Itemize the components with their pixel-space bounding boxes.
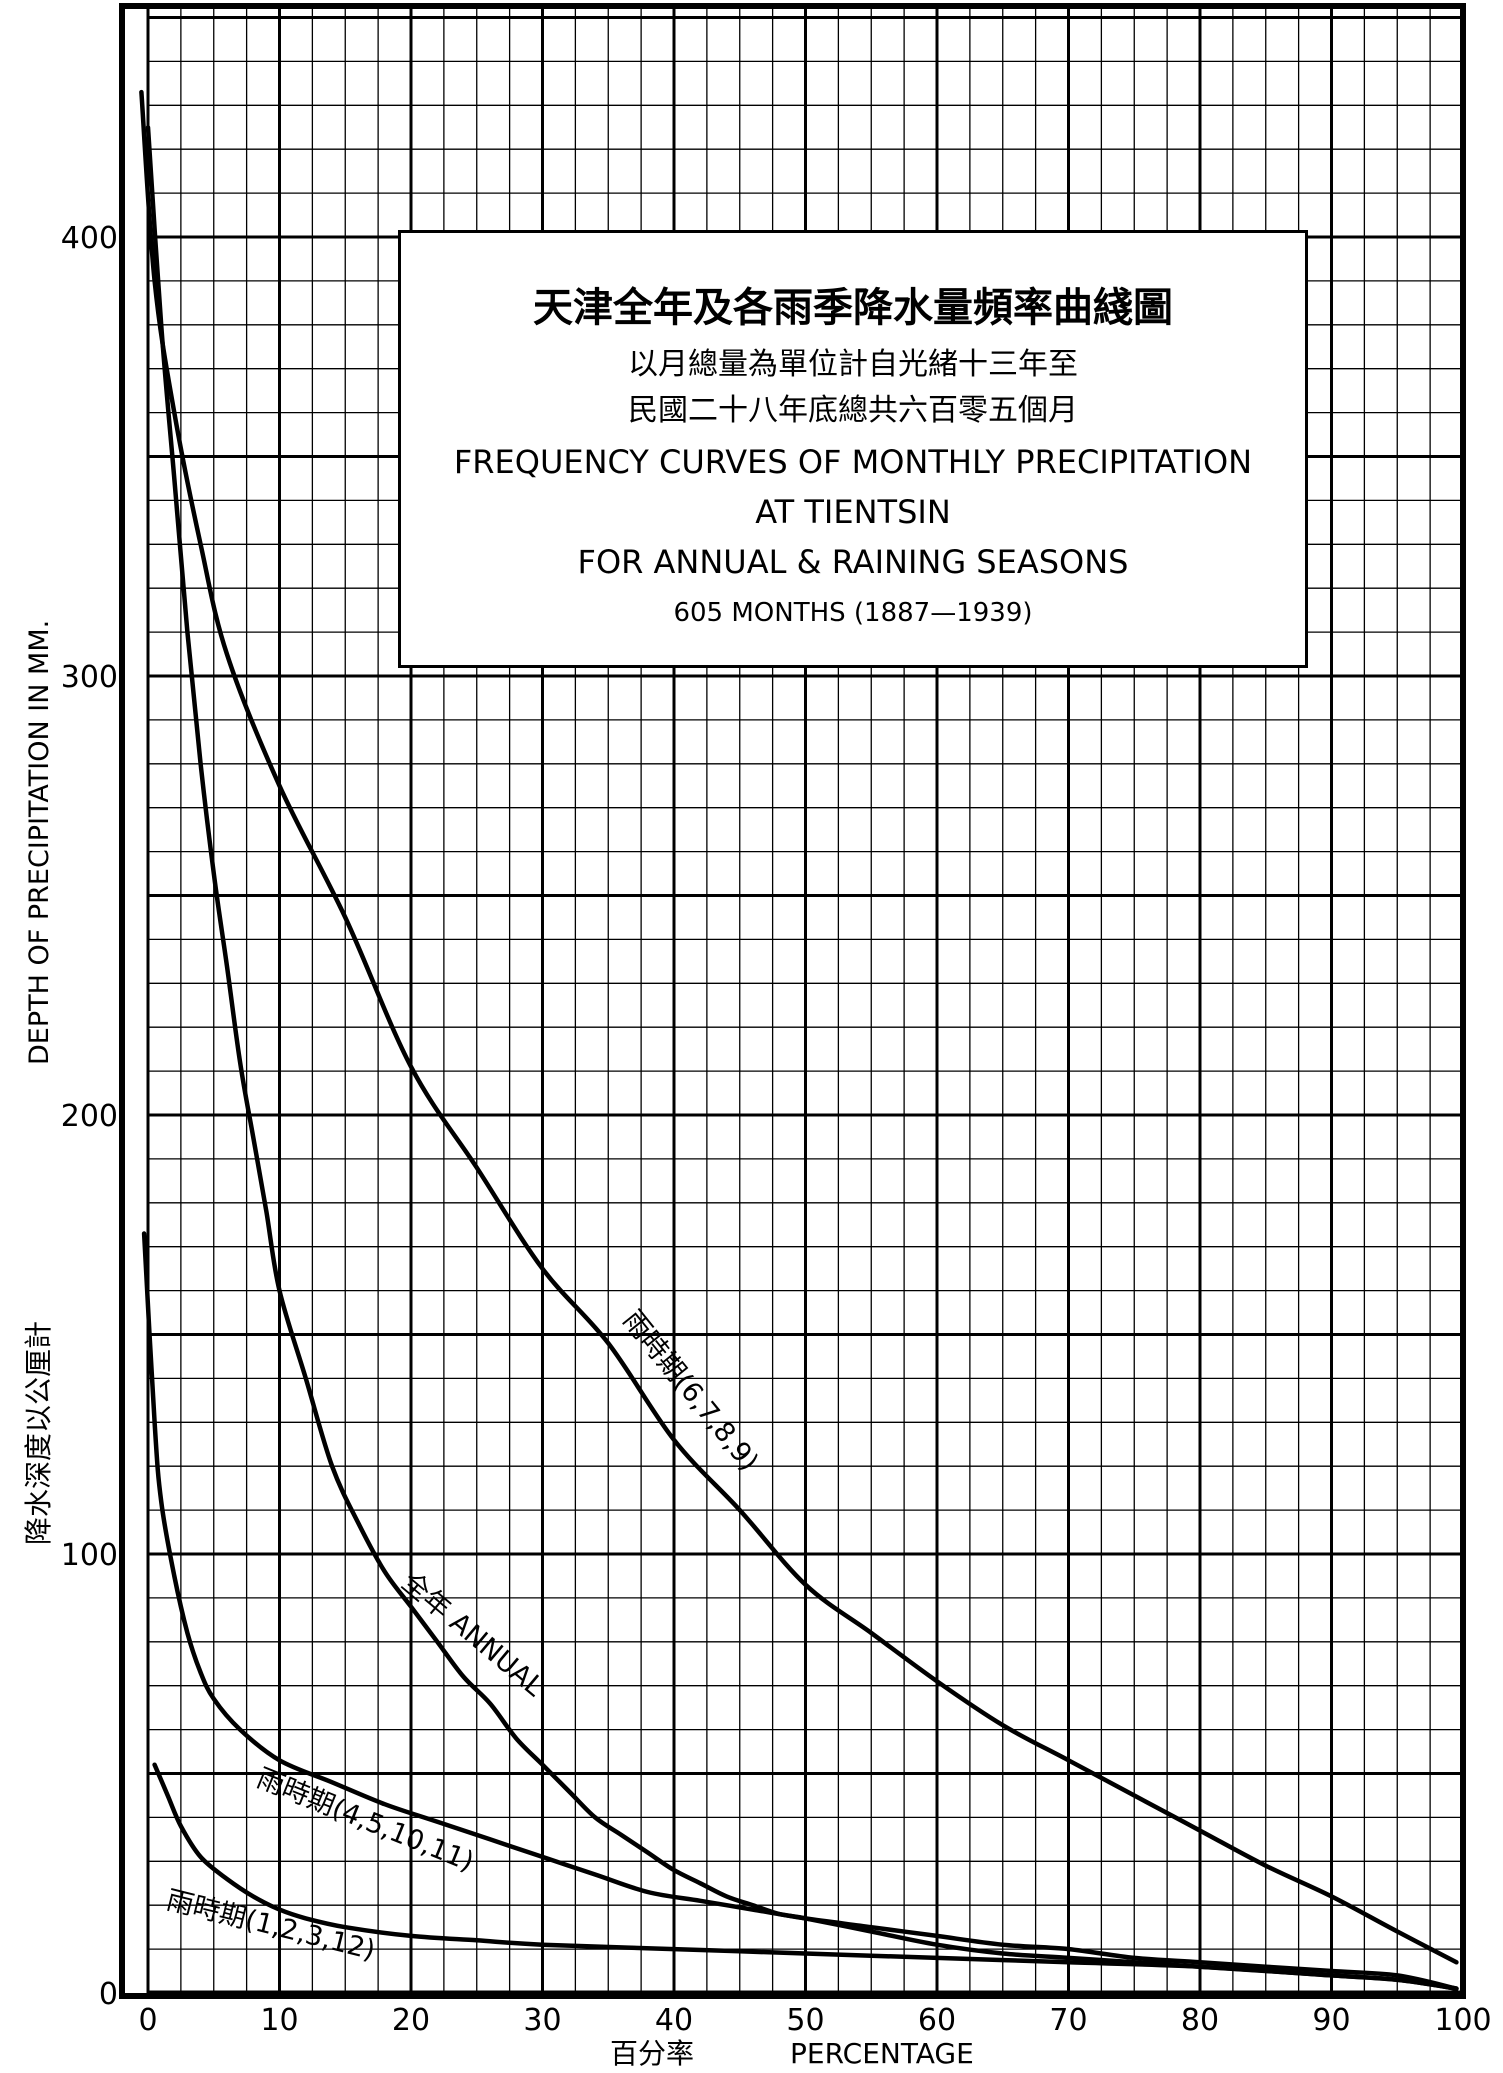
chart-title-en-4: 605 MONTHS (1887—1939) bbox=[673, 598, 1033, 628]
x-tick-label: 20 bbox=[392, 2003, 430, 2038]
x-tick-label: 70 bbox=[1049, 2003, 1087, 2038]
y-tick-label: 0 bbox=[99, 1977, 118, 2012]
series-line-1 bbox=[139, 89, 1459, 1965]
x-tick-label: 10 bbox=[260, 2003, 298, 2038]
x-tick-label: 50 bbox=[786, 2003, 824, 2038]
curve-layer bbox=[139, 89, 1459, 1991]
y-tick-label: 200 bbox=[61, 1099, 118, 1134]
x-tick-label: 80 bbox=[1181, 2003, 1219, 2038]
label-series-2: 全年 ANNUAL bbox=[396, 1567, 550, 1703]
x-axis-title-zh: 百分率 bbox=[610, 2037, 694, 2070]
x-tick-label: 100 bbox=[1434, 2003, 1491, 2038]
chart-subtitle-zh-2: 民國二十八年底總共六百零五個月 bbox=[628, 393, 1078, 428]
chart-title-zh: 天津全年及各雨季降水量頻率曲綫圖 bbox=[533, 284, 1173, 331]
series-line-3 bbox=[141, 1231, 1459, 1991]
x-tick-label: 40 bbox=[655, 2003, 693, 2038]
chart-title-box: 天津全年及各雨季降水量頻率曲綫圖 以月總量為單位計自光緒十三年至 民國二十八年底… bbox=[398, 230, 1308, 668]
tick-layer: 0 10 20 30 40 50 60 70 80 90 100 0 100 200 300 400 bbox=[61, 221, 1492, 2038]
chart-title-en-2: AT TIENTSIN bbox=[755, 493, 951, 531]
y-axis-title-zh: 降水深度以公厘計 bbox=[22, 1321, 55, 1545]
x-tick-label: 30 bbox=[523, 2003, 561, 2038]
plot-frame bbox=[119, 3, 1466, 1999]
y-tick-label: 400 bbox=[61, 221, 118, 256]
x-axis-title-en: PERCENTAGE bbox=[790, 2037, 974, 2070]
series-line-4 bbox=[152, 1762, 1459, 1991]
x-tick-label: 90 bbox=[1312, 2003, 1350, 2038]
y-tick-label: 300 bbox=[61, 660, 118, 695]
chart-subtitle-zh-1: 以月總量為單位計自光緒十三年至 bbox=[628, 347, 1078, 382]
x-tick-label: 0 bbox=[138, 2003, 157, 2038]
series-line-2 bbox=[145, 125, 1459, 1991]
x-tick-label: 60 bbox=[918, 2003, 956, 2038]
y-tick-label: 100 bbox=[61, 1538, 118, 1573]
chart-title-en-3: FOR ANNUAL & RAINING SEASONS bbox=[577, 543, 1129, 581]
y-axis-title-en: DEPTH OF PRECIPITATION IN MM. bbox=[24, 620, 55, 1065]
chart-title-en-1: FREQUENCY CURVES OF MONTHLY PRECIPITATIO… bbox=[453, 443, 1253, 481]
